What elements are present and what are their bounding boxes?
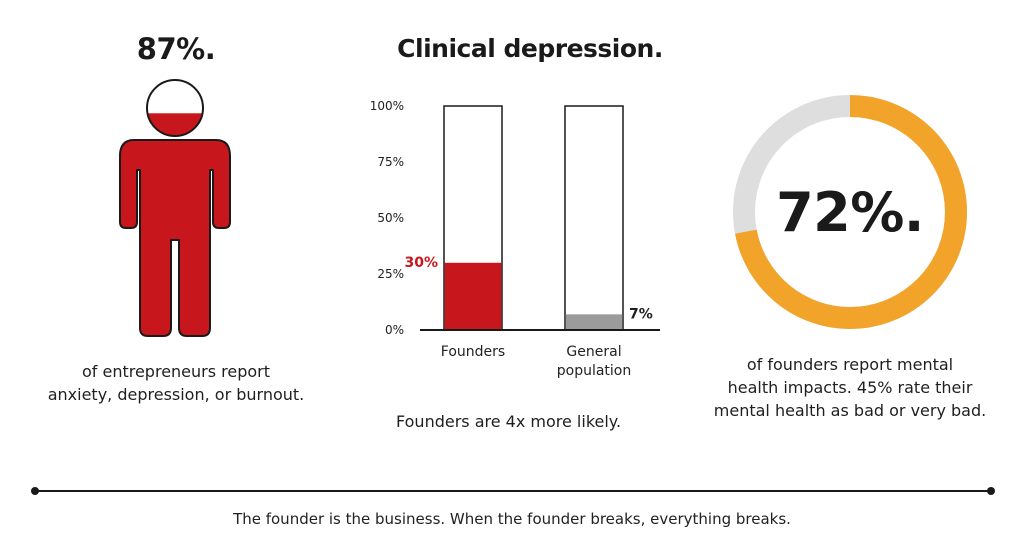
divider-dot-right: [987, 487, 995, 495]
right-stat-value: 72%.: [776, 181, 924, 244]
bar-value-label: 30%: [404, 255, 438, 271]
footer-divider: [36, 490, 991, 492]
y-tick-label: 50%: [377, 211, 404, 225]
left-stat-value: 87%.: [136, 32, 216, 66]
left-caption-line-2: anxiety, depression, or burnout.: [47, 385, 305, 404]
right-caption-line-2: health impacts. 45% rate their: [727, 378, 973, 397]
y-tick-label: 25%: [377, 267, 404, 281]
footer-text: The founder is the business. When the fo…: [233, 510, 791, 528]
bar-founders: [444, 262, 502, 330]
category-label: population: [557, 363, 632, 379]
bar-chart: 0% 25% 50% 75% 100% 30% Founders 7% General popul…: [370, 99, 660, 379]
right-caption-line-3: mental health as bad or very bad.: [713, 401, 987, 420]
category-label: General: [566, 344, 621, 360]
chart-note: Founders are 4x more likely.: [396, 412, 622, 431]
left-stat-caption: of entrepreneurs report anxiety, depress…: [20, 360, 332, 406]
category-label: Founders: [441, 344, 505, 360]
chart-title: Clinical depression.: [397, 34, 663, 63]
y-tick-label: 75%: [377, 155, 404, 169]
left-caption-line-1: of entrepreneurs report: [81, 362, 271, 381]
right-stat-caption: of founders report mental health impacts…: [700, 353, 1000, 422]
y-tick-label: 0%: [385, 323, 404, 337]
divider-dot-left: [31, 487, 39, 495]
ring-progress-arc: [733, 95, 967, 329]
bar-general-population: [565, 314, 623, 330]
progress-ring: [733, 95, 967, 329]
right-caption-line-1: of founders report mental: [746, 355, 954, 374]
bar-outline: [564, 105, 624, 331]
person-icon: [119, 79, 231, 337]
bar-value-label: 7%: [629, 306, 653, 322]
y-tick-label: 100%: [370, 99, 404, 113]
